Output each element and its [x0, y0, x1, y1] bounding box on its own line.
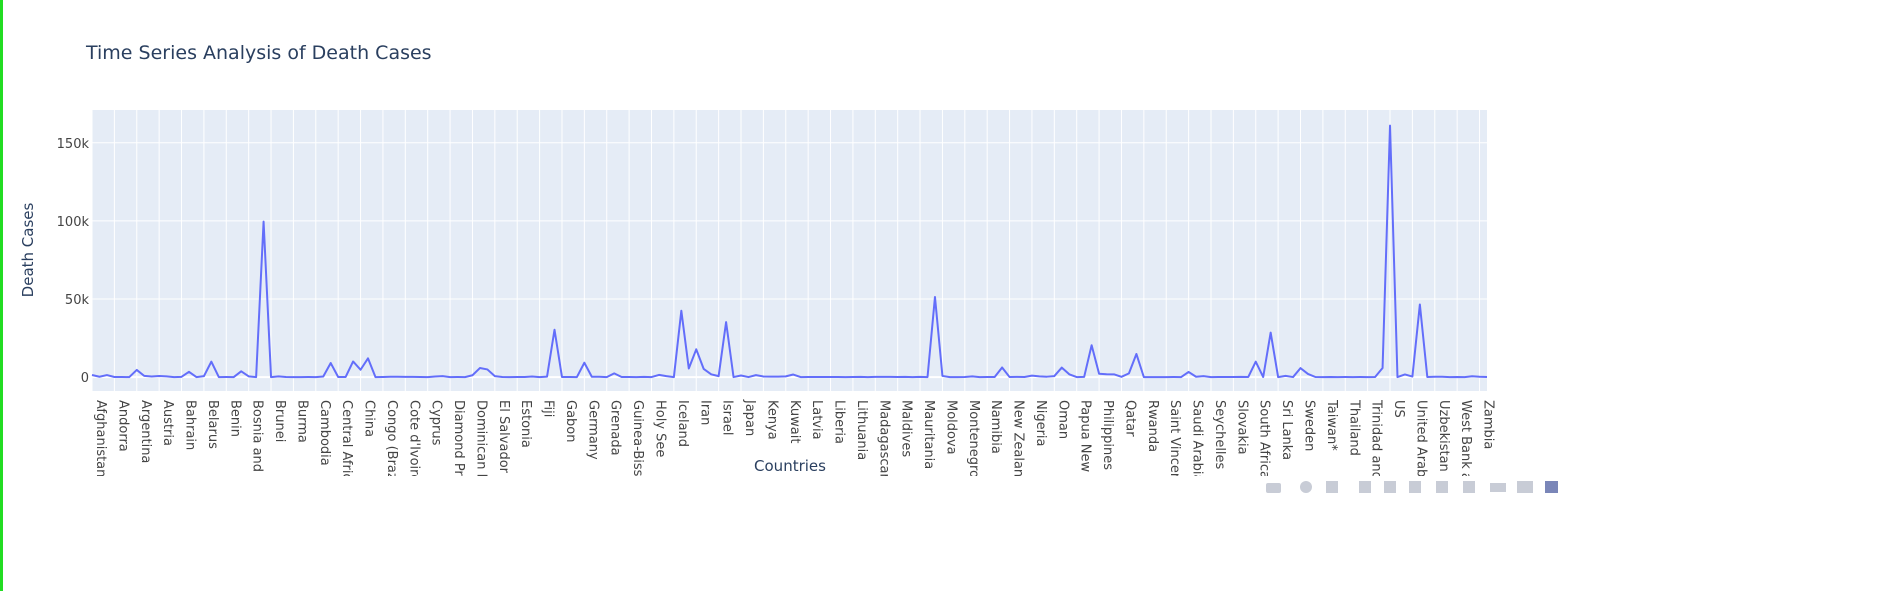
x-tick-label: China: [362, 400, 377, 437]
chart-title: Time Series Analysis of Death Cases: [85, 42, 432, 64]
x-tick-label: West Bank and Gaza: [1458, 400, 1473, 534]
x-tick-label: Zambia: [1481, 400, 1496, 449]
x-tick-label: Iran: [697, 400, 712, 425]
hover-closest-icon[interactable]: [1490, 483, 1506, 492]
y-tick-label: 0: [81, 371, 89, 386]
x-tick-label: Belarus: [205, 400, 220, 449]
x-tick-label: Estonia: [518, 400, 533, 448]
x-tick-label: Burma: [294, 400, 309, 443]
x-tick-label: Lithuania: [854, 400, 869, 460]
x-tick-label: Nigeria: [1033, 400, 1048, 447]
x-tick-label: US: [1391, 400, 1406, 418]
x-tick-label: Argentina: [138, 400, 153, 463]
x-tick-label: Thailand: [1346, 399, 1361, 456]
x-tick-label: Rwanda: [1145, 400, 1160, 452]
x-tick-label: Holy See: [652, 400, 667, 457]
x-tick-label: Gabon: [563, 400, 578, 443]
x-tick-label: United Arab Emirates: [1413, 400, 1428, 539]
x-tick-label: Philippines: [1100, 400, 1115, 470]
zoom-out-icon[interactable]: [1384, 481, 1396, 493]
x-tick-label: Grenada: [608, 400, 623, 456]
x-axis-title: Countries: [754, 457, 826, 475]
x-tick-label: Afghanistan: [93, 400, 108, 477]
x-tick-label: El Salvador: [496, 400, 511, 474]
plotly-logo[interactable]: [1545, 481, 1558, 493]
x-tick-label: Liberia: [832, 400, 847, 444]
y-axis: 0 50k 100k 150k: [57, 137, 90, 386]
x-tick-label: Moldova: [943, 400, 958, 455]
line: [91, 124, 1488, 379]
x-tick-label: South Africa: [1257, 400, 1272, 479]
x-tick-label: Fiji: [541, 400, 556, 417]
x-tick-label: Latvia: [809, 400, 824, 440]
x-tick-label: Central African Republic: [339, 400, 354, 556]
x-tick-label: Slovakia: [1234, 400, 1249, 455]
x-tick-label: Taiwan*: [1324, 399, 1339, 451]
x-tick-label: Benin: [227, 400, 242, 437]
x-tick-label: Cambodia: [317, 400, 332, 466]
x-tick-label: Austria: [160, 400, 175, 446]
x-axis: Afghanistan Andorra Argentina Austria Bahrai…: [93, 399, 1496, 591]
x-tick-label: Iceland: [675, 400, 690, 447]
x-tick-label: Japan: [742, 399, 757, 436]
hover-compare-icon[interactable]: [1517, 481, 1533, 493]
edge-marker: [0, 0, 3, 591]
x-tick-label: Cote d'Ivoire: [406, 400, 421, 482]
x-tick-label: Congo (Brazzaville): [384, 400, 399, 526]
x-tick-label: Madagascar: [876, 400, 891, 480]
x-tick-label: Brunei: [272, 400, 287, 442]
x-tick-label: Oman: [1055, 400, 1070, 439]
x-tick-label: Guinea-Bissau: [630, 400, 645, 493]
x-tick-label: Bahrain: [183, 400, 198, 450]
camera-icon[interactable]: [1266, 483, 1281, 493]
x-tick-label: Bosnia and Herzegovina: [250, 400, 265, 558]
y-tick-label: 100k: [57, 215, 90, 230]
x-tick-label: Mauritania: [921, 400, 936, 469]
x-tick-label: Papua New Guinea: [1078, 400, 1093, 522]
x-tick-label: Diamond Princess: [451, 400, 466, 517]
x-tick-label: Sri Lanka: [1279, 400, 1294, 460]
y-tick-label: 150k: [57, 137, 90, 152]
x-tick-label: Germany: [585, 400, 600, 460]
x-tick-label: Kuwait: [787, 400, 802, 443]
y-tick-label: 50k: [65, 293, 90, 308]
reset-icon[interactable]: [1436, 481, 1448, 493]
x-tick-label: Saudi Arabia: [1190, 400, 1205, 483]
plot-area: [92, 110, 1487, 391]
spike-icon[interactable]: [1463, 481, 1475, 493]
x-tick-label: Sweden: [1302, 400, 1317, 451]
autoscale-icon[interactable]: [1409, 481, 1421, 493]
x-tick-label: Andorra: [115, 400, 130, 452]
zoom-icon[interactable]: [1300, 481, 1312, 493]
grid: [91, 110, 1487, 391]
x-tick-label: Dominican Republic: [473, 400, 488, 529]
x-tick-label: Qatar: [1122, 400, 1137, 437]
pan-icon[interactable]: [1326, 481, 1338, 493]
y-axis-title: Death Cases: [19, 202, 37, 297]
x-tick-label: Kenya: [764, 400, 779, 440]
x-tick-label: Saint Vincent and the Grenadines: [1167, 400, 1182, 591]
x-tick-label: Montenegro: [966, 400, 981, 478]
x-tick-label: Trinidad and Tobago: [1369, 399, 1384, 530]
x-tick-label: Seychelles: [1212, 400, 1227, 470]
x-tick-label: Maldives: [899, 400, 914, 457]
modebar[interactable]: [1266, 481, 1558, 493]
x-tick-label: New Zealand: [1011, 400, 1026, 485]
x-tick-label: Cyprus: [429, 400, 444, 446]
x-tick-label: Israel: [720, 400, 735, 436]
x-tick-label: Namibia: [988, 400, 1003, 454]
zoom-in-icon[interactable]: [1359, 481, 1371, 493]
x-tick-label: Uzbekistan: [1436, 400, 1451, 472]
series: [91, 124, 1488, 379]
